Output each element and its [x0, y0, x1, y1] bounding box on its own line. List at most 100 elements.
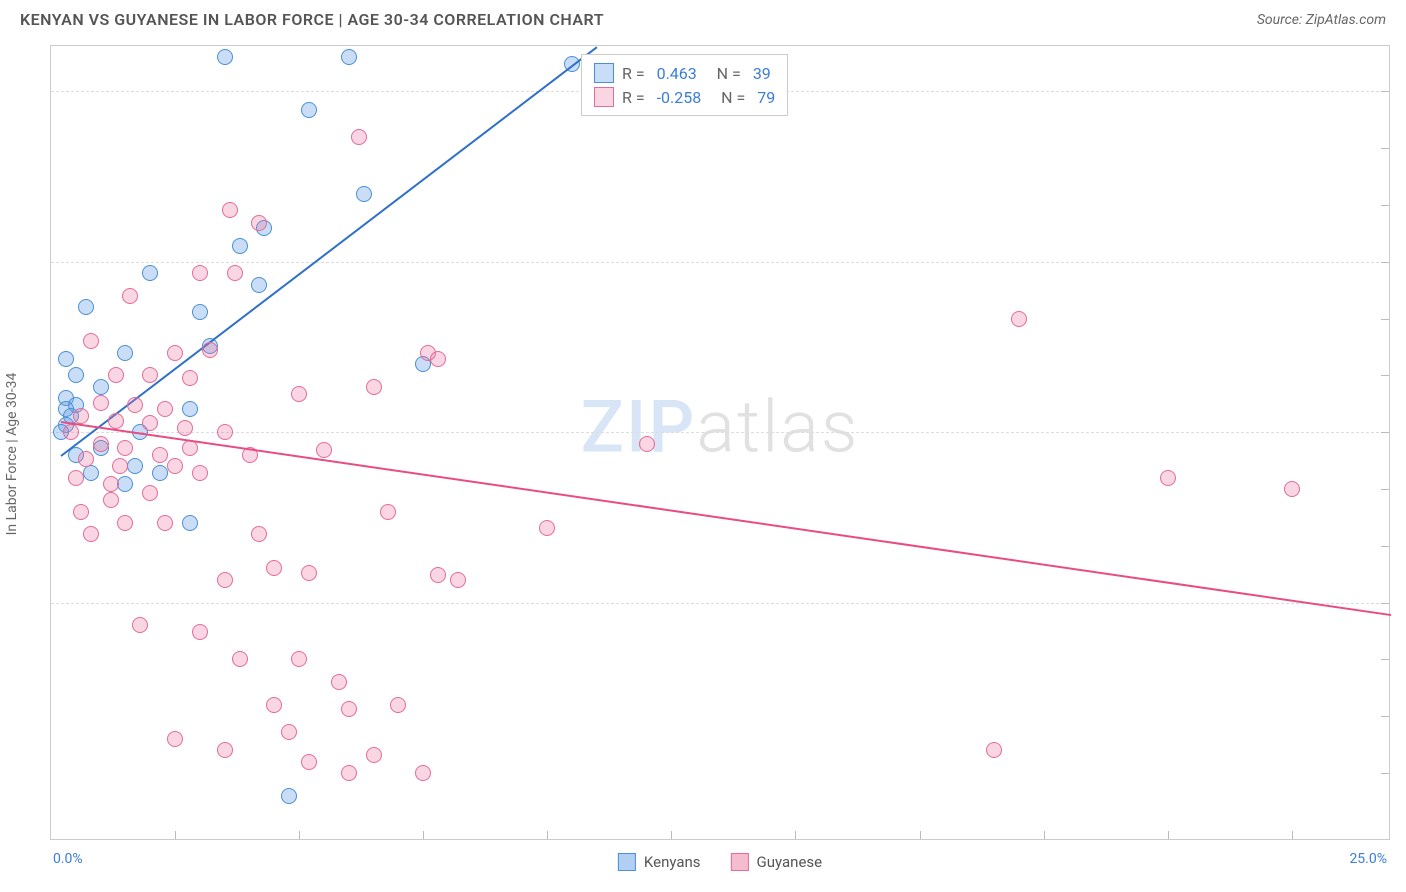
data-point — [281, 788, 297, 804]
data-point — [112, 458, 128, 474]
data-point — [341, 765, 357, 781]
legend-n-label: N = — [705, 64, 745, 83]
data-point — [167, 345, 183, 361]
data-point — [167, 458, 183, 474]
data-point — [366, 379, 382, 395]
data-point — [639, 436, 655, 452]
data-point — [341, 49, 357, 65]
data-point — [132, 617, 148, 633]
data-point — [192, 465, 208, 481]
data-point — [430, 351, 446, 367]
data-point — [73, 408, 89, 424]
x-tick — [1044, 831, 1045, 839]
data-point — [177, 420, 193, 436]
x-tick — [175, 831, 176, 839]
data-point — [127, 397, 143, 413]
data-point — [301, 102, 317, 118]
legend-swatch — [731, 853, 749, 871]
data-point — [390, 697, 406, 713]
legend-r-label: R = — [622, 88, 649, 107]
data-point — [117, 515, 133, 531]
legend-item: Guyanese — [731, 853, 823, 871]
data-point — [142, 485, 158, 501]
legend-row: R = 0.463 N = 39 — [594, 61, 775, 85]
legend-n-value: 39 — [753, 64, 771, 83]
data-point — [232, 651, 248, 667]
data-point — [217, 424, 233, 440]
data-point — [301, 565, 317, 581]
data-point — [192, 304, 208, 320]
x-tick — [795, 831, 796, 839]
plot-area: 100.0%92.5%85.0%77.5% — [51, 46, 1389, 839]
y-tick — [1381, 205, 1389, 206]
x-tick — [547, 831, 548, 839]
data-point — [341, 701, 357, 717]
data-point — [167, 731, 183, 747]
data-point — [142, 265, 158, 281]
data-point — [251, 215, 267, 231]
data-point — [103, 492, 119, 508]
data-point — [380, 504, 396, 520]
data-point — [117, 345, 133, 361]
y-axis-label: In Labor Force | Age 30-34 — [4, 373, 20, 536]
data-point — [356, 186, 372, 202]
y-tick — [1381, 432, 1389, 433]
data-point — [83, 465, 99, 481]
gridline — [51, 432, 1389, 433]
correlation-legend: R = 0.463 N = 39R = -0.258 N = 79 — [581, 54, 788, 116]
legend-n-value: 79 — [757, 88, 775, 107]
legend-label: Kenyans — [644, 853, 701, 871]
data-point — [251, 526, 267, 542]
data-point — [232, 238, 248, 254]
x-tick — [299, 831, 300, 839]
x-tick — [423, 831, 424, 839]
data-point — [331, 674, 347, 690]
chart-header: KENYAN VS GUYANESE IN LABOR FORCE | AGE … — [0, 0, 1406, 34]
data-point — [83, 333, 99, 349]
y-tick — [1381, 716, 1389, 717]
data-point — [291, 651, 307, 667]
x-axis-max-label: 25.0% — [1349, 851, 1387, 867]
series-legend: Kenyans Guyanese — [618, 853, 822, 871]
data-point — [93, 436, 109, 452]
legend-label: Guyanese — [757, 853, 823, 871]
data-point — [103, 476, 119, 492]
data-point — [192, 265, 208, 281]
legend-r-value: -0.258 — [657, 88, 702, 107]
data-point — [68, 367, 84, 383]
data-point — [117, 440, 133, 456]
data-point — [83, 526, 99, 542]
legend-item: Kenyans — [618, 853, 701, 871]
gridline — [51, 262, 1389, 263]
legend-r-label: R = — [622, 64, 649, 83]
data-point — [78, 451, 94, 467]
source-attribution: Source: ZipAtlas.com — [1257, 12, 1386, 28]
data-point — [117, 476, 133, 492]
data-point — [430, 567, 446, 583]
legend-r-value: 0.463 — [657, 64, 697, 83]
y-tick — [1381, 773, 1389, 774]
data-point — [251, 277, 267, 293]
legend-swatch — [618, 853, 636, 871]
data-point — [108, 367, 124, 383]
data-point — [192, 624, 208, 640]
data-point — [157, 401, 173, 417]
x-tick — [1292, 831, 1293, 839]
data-point — [301, 754, 317, 770]
trend-line — [61, 421, 1391, 616]
data-point — [266, 560, 282, 576]
data-point — [63, 424, 79, 440]
data-point — [227, 265, 243, 281]
data-point — [73, 504, 89, 520]
data-point — [1160, 470, 1176, 486]
data-point — [58, 351, 74, 367]
data-point — [450, 572, 466, 588]
y-tick — [1381, 262, 1389, 263]
y-tick — [1381, 148, 1389, 149]
y-tick — [1381, 603, 1389, 604]
data-point — [182, 515, 198, 531]
data-point — [366, 747, 382, 763]
data-point — [93, 379, 109, 395]
data-point — [182, 401, 198, 417]
data-point — [415, 765, 431, 781]
